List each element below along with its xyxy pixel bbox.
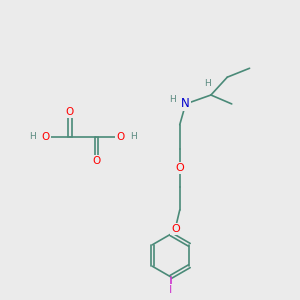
- Text: H: H: [130, 132, 137, 141]
- Text: O: O: [116, 132, 124, 142]
- Text: O: O: [42, 132, 50, 142]
- Text: O: O: [175, 163, 184, 173]
- Text: H: H: [29, 132, 36, 141]
- Text: O: O: [92, 156, 101, 166]
- Text: O: O: [171, 224, 180, 234]
- Text: H: H: [205, 79, 211, 88]
- Text: I: I: [169, 285, 172, 295]
- Text: N: N: [181, 98, 190, 110]
- Text: H: H: [169, 95, 176, 104]
- Text: O: O: [66, 107, 74, 117]
